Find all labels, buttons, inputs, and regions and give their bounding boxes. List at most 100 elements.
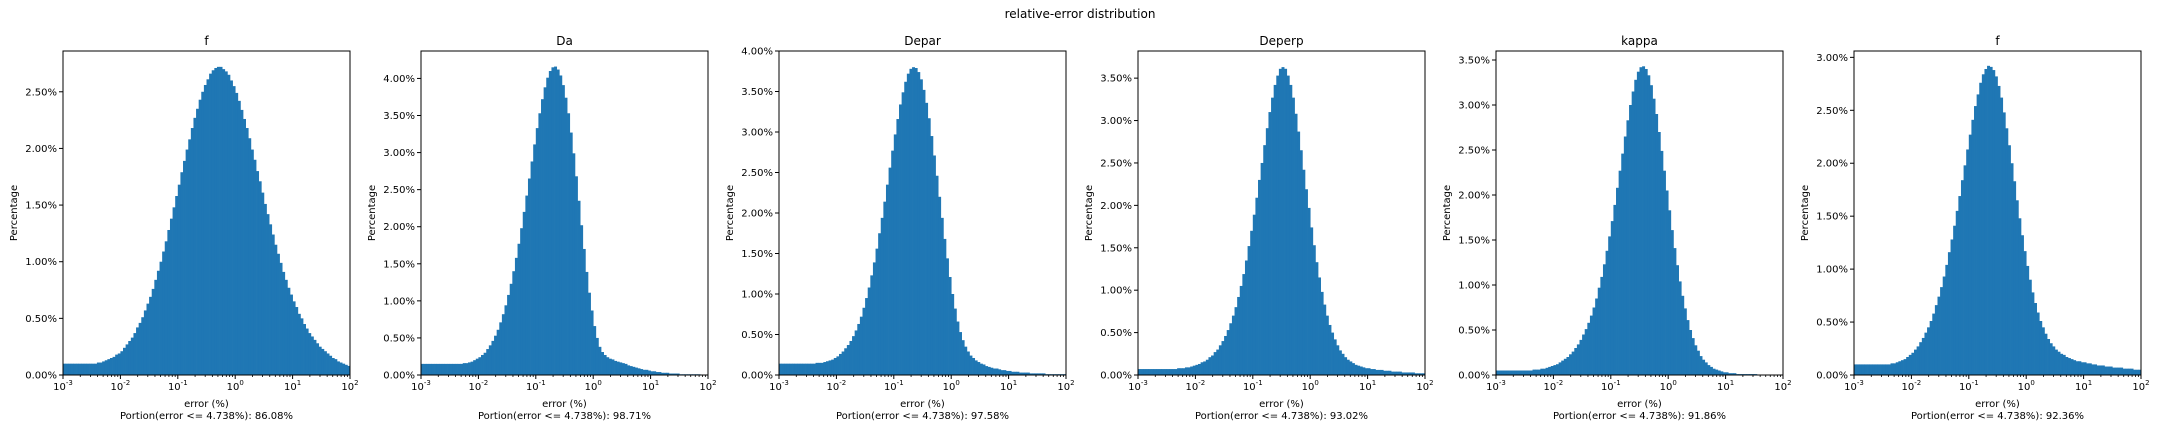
histogram-bar [321,348,325,375]
histogram-bar [585,271,589,375]
histogram-bar [2138,369,2142,375]
histogram-bar [1503,370,1507,375]
histogram-bar [185,149,189,375]
histogram-bar [1401,372,1405,375]
histogram-bar [1529,370,1533,375]
y-tick-label: 1.50% [25,201,57,212]
histogram-bar [441,363,445,375]
axes-frame [1495,50,1784,376]
histogram-bar [784,363,788,375]
histogram-bar [1514,370,1518,375]
histogram-bar [86,363,90,375]
histogram-bar [880,217,884,375]
histogram-bar [634,367,638,375]
histogram-bar [818,362,822,375]
histogram-bar [271,234,275,375]
histogram-bar [78,363,82,375]
histogram-bar [833,357,837,375]
histogram-bar [2112,367,2116,375]
histogram-bar [2010,163,2014,375]
histogram-bar [1535,369,1539,375]
histogram-bar [1524,370,1528,375]
histogram-bar [1676,265,1679,375]
histogram-bar [133,333,137,375]
histogram-bar [156,270,160,375]
histogram-bar [1404,372,1408,375]
histogram-bar [279,262,283,375]
histogram-bar [470,361,474,375]
histogram-bar [1955,210,1959,375]
histogram-bar [1589,315,1593,375]
histogram-bar [979,363,983,375]
histogram-bar [1566,357,1570,375]
histogram-bar [977,362,981,375]
histogram-bar [1003,370,1007,375]
histogram-bar [666,372,670,375]
x-tick-label: 10-2 [827,379,847,393]
histogram-bar [1396,371,1400,375]
histogram-bar [1213,352,1217,375]
histogram-bar [305,328,309,375]
histogram-bar [1349,361,1353,375]
histogram-bar [1963,165,1967,375]
histogram-bar [972,357,976,375]
y-tick-label: 0.50% [1816,318,1848,329]
x-tick-label: 102 [1416,379,1433,393]
histogram-bar [2080,362,2084,375]
histogram-bar [102,361,106,375]
histogram-bar [564,97,568,376]
histogram-bar [906,73,910,376]
histogram-bar [932,155,936,375]
histogram-bar [1378,369,1381,375]
histogram-bar [483,352,487,375]
chart-title: f [1995,34,2000,48]
histogram-bar [1357,365,1361,375]
histogram-bar [1336,345,1340,375]
histogram-bar [1608,236,1612,375]
histogram-bar [1906,357,1910,375]
histogram-bar [2005,128,2009,375]
histogram-bar [1200,362,1204,375]
y-tick-label: 2.00% [25,144,57,155]
histogram-bar [590,310,594,375]
y-axis-label: Percentage [367,185,378,241]
histogram-bar [1184,367,1188,375]
histogram-bar [2020,235,2024,375]
histogram-bar [2096,365,2100,375]
histogram-bar [209,73,213,375]
histogram-bar [789,363,793,375]
histogram-bar [1976,94,1980,375]
histogram-bar [1509,370,1513,375]
histogram-bar [995,368,999,375]
histogram-bar [1681,295,1685,375]
x-tick-label: 10-2 [1902,379,1922,393]
histogram-bar [1166,369,1170,375]
histogram-bar [284,279,288,375]
histogram-bar [2023,251,2027,375]
chart-title: kappa [1621,34,1658,48]
chart-title: Da [556,34,573,48]
histogram-bar [956,321,960,375]
y-tick-label: 2.50% [1816,106,1848,117]
histogram-bar [927,118,931,375]
histogram-bar [825,361,829,375]
histogram-bar [96,362,100,375]
histogram-bar [63,363,66,375]
histogram-bar [2054,349,2058,375]
histogram-bar [1887,364,1891,375]
histogram-bar [1958,196,1962,375]
histogram-bar [1187,367,1191,375]
histogram-bar [1192,365,1196,375]
histogram-bar [1278,68,1282,375]
y-tick-label: 0.00% [1100,371,1132,382]
histogram-bar [1971,119,1975,375]
histogram-bar [595,337,599,375]
histogram-bar [1854,364,1857,375]
histogram-bar [289,294,293,375]
histogram-bar [1211,355,1215,375]
histogram-bar [2044,333,2048,375]
x-tick-label: 102 [699,379,716,393]
histogram-bar [1307,207,1311,375]
histogram-bar [1229,323,1233,375]
